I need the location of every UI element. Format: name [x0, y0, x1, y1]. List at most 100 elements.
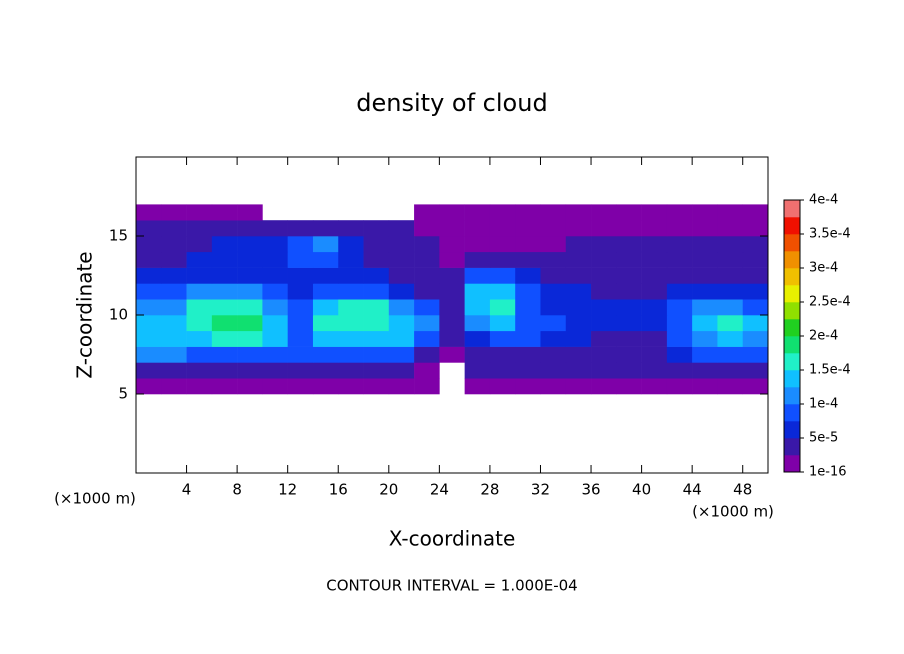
x-tick-label: 12: [278, 481, 297, 499]
field-cell: [262, 236, 288, 253]
field-cell: [540, 236, 567, 253]
field-cell: [717, 220, 744, 237]
field-cell: [540, 299, 567, 316]
field-cell: [565, 346, 592, 363]
field-cell: [312, 267, 339, 284]
field-cell: [211, 378, 238, 395]
field-cell: [363, 330, 390, 347]
field-cell: [439, 346, 465, 363]
field-cell: [186, 330, 213, 347]
field-cell: [161, 315, 187, 332]
field-cell: [489, 330, 516, 347]
field-cell: [616, 251, 642, 268]
field-cell: [161, 299, 187, 316]
field-cell: [211, 299, 238, 316]
field-cell: [287, 220, 314, 237]
field-cell: [641, 236, 668, 253]
field-cell: [692, 362, 718, 379]
colorbar-tick-label: 5e-5: [809, 431, 838, 446]
x-tick-label: 32: [531, 481, 550, 499]
field-cell: [489, 362, 516, 379]
field-cell: [692, 378, 718, 395]
field-cell: [692, 220, 718, 237]
field-cell: [464, 315, 491, 332]
field-cell: [262, 330, 288, 347]
field-cell: [464, 220, 491, 237]
y-tick-label: 15: [109, 227, 128, 245]
field-cell: [591, 283, 617, 300]
field-cell: [262, 315, 288, 332]
field-cell: [161, 220, 187, 237]
field-cell: [666, 267, 693, 284]
field-cell: [136, 362, 162, 379]
field-cell: [565, 283, 592, 300]
chart-title: density of cloud: [356, 89, 547, 117]
field-cell: [666, 330, 693, 347]
field-cell: [262, 267, 288, 284]
field-cell: [666, 315, 693, 332]
colorbar-band: [784, 387, 800, 405]
field-cell: [439, 236, 465, 253]
colorbar-tick-label: 1e-4: [809, 397, 838, 412]
field-cell: [515, 378, 541, 395]
x-tick-label: 40: [632, 481, 651, 499]
field-cell: [211, 283, 238, 300]
field-cell: [616, 283, 642, 300]
field-cell: [742, 346, 769, 363]
field-cell: [591, 346, 617, 363]
field-cell: [641, 251, 668, 268]
field-cell: [186, 346, 213, 363]
field-cell: [666, 283, 693, 300]
field-cell: [287, 315, 314, 332]
field-cell: [287, 299, 314, 316]
field-cell: [312, 251, 339, 268]
field-cell: [666, 251, 693, 268]
field-cell: [312, 283, 339, 300]
field-cell: [161, 204, 187, 221]
colorbar-band: [784, 251, 800, 269]
field-cell: [641, 267, 668, 284]
field-cell: [591, 299, 617, 316]
field-cell: [641, 299, 668, 316]
field-cell: [211, 315, 238, 332]
field-cell: [641, 220, 668, 237]
colorbar-tick-label: 3e-4: [809, 261, 838, 276]
field-cell: [540, 346, 567, 363]
field-cell: [439, 267, 465, 284]
field-cell: [338, 299, 364, 316]
field-cell: [666, 204, 693, 221]
field-cell: [489, 315, 516, 332]
field-cell: [565, 378, 592, 395]
field-cell: [262, 220, 288, 237]
field-cell: [616, 220, 642, 237]
field-cell: [464, 236, 491, 253]
field-cell: [186, 251, 213, 268]
colorbar-tick-label: 3.5e-4: [809, 227, 851, 242]
field-cell: [439, 315, 465, 332]
field-cell: [565, 299, 592, 316]
field-cell: [464, 378, 491, 395]
field-cell: [186, 204, 213, 221]
field-cell: [388, 283, 415, 300]
field-cell: [388, 251, 415, 268]
field-cell: [211, 346, 238, 363]
field-cell: [312, 299, 339, 316]
field-cell: [717, 346, 744, 363]
field-cell: [540, 362, 567, 379]
field-cell: [515, 267, 541, 284]
field-cell: [237, 315, 263, 332]
field-cell: [515, 283, 541, 300]
field-cell: [363, 362, 390, 379]
field-cell: [666, 220, 693, 237]
field-cell: [692, 299, 718, 316]
field-cell: [211, 330, 238, 347]
field-cell: [338, 267, 364, 284]
field-cell: [312, 362, 339, 379]
field-cell: [161, 267, 187, 284]
field-cell: [540, 315, 567, 332]
field-cell: [717, 299, 744, 316]
field-cell: [666, 299, 693, 316]
field-cell: [363, 299, 390, 316]
field-cell: [692, 330, 718, 347]
field-cell: [186, 236, 213, 253]
